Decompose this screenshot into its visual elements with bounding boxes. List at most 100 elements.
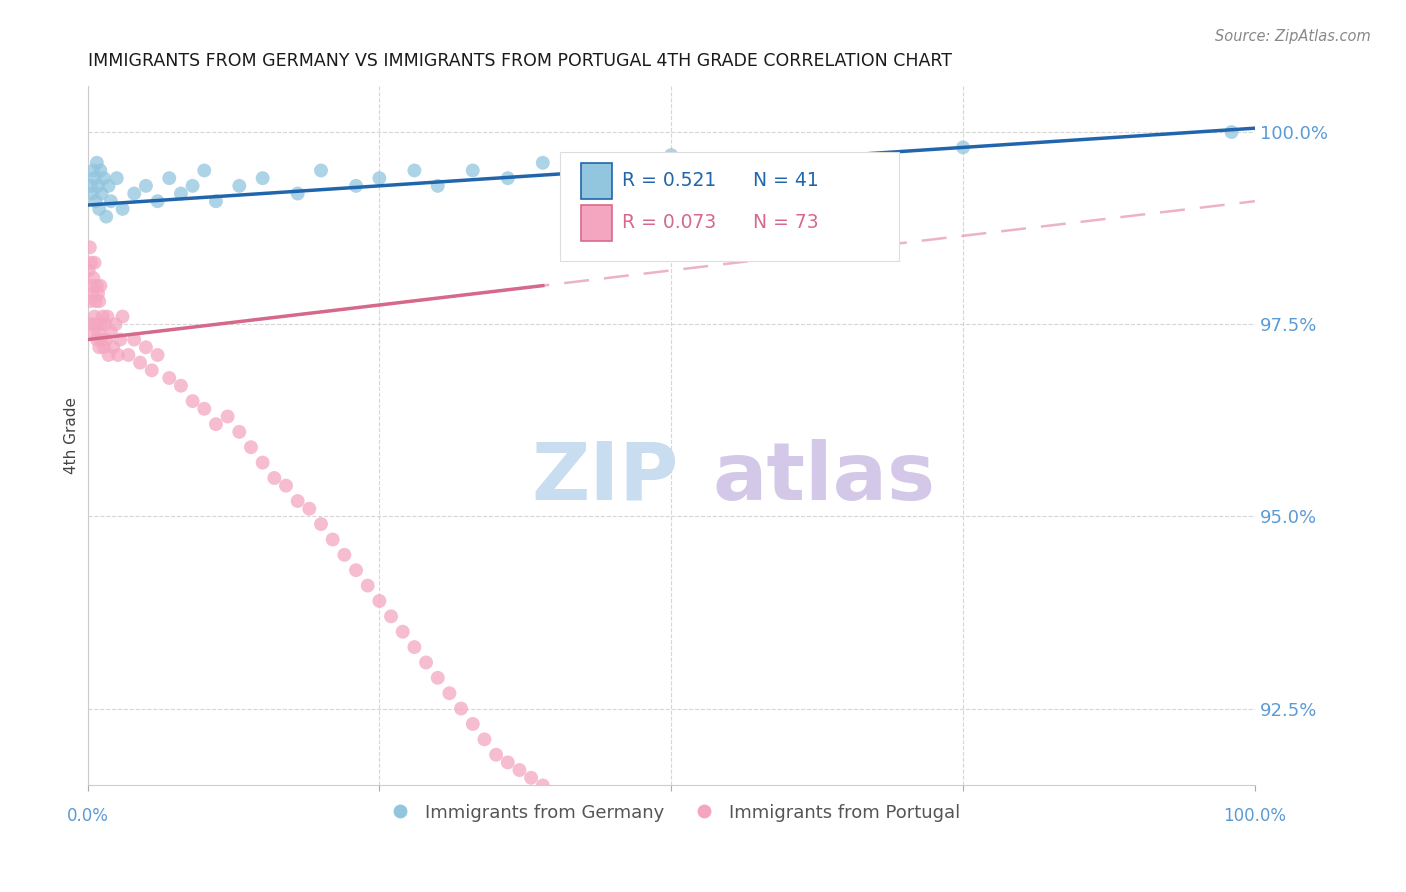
- Point: [474, 732, 496, 747]
- Point: [274, 478, 297, 492]
- Point: [86, 155, 108, 169]
- Point: [426, 178, 449, 193]
- Point: [77, 263, 100, 277]
- Point: [181, 394, 204, 409]
- Point: [461, 717, 484, 731]
- Point: [146, 348, 169, 362]
- Point: [298, 501, 321, 516]
- Point: [122, 333, 145, 347]
- Point: [380, 609, 402, 624]
- Point: [89, 340, 111, 354]
- Point: [333, 548, 356, 562]
- Point: [404, 640, 426, 654]
- Text: atlas: atlas: [711, 439, 935, 516]
- Point: [82, 186, 104, 201]
- Point: [531, 779, 554, 793]
- Point: [96, 333, 118, 347]
- Point: [252, 171, 274, 186]
- Point: [263, 471, 285, 485]
- Point: [96, 210, 118, 224]
- Point: [461, 163, 484, 178]
- Y-axis label: 4th Grade: 4th Grade: [65, 397, 79, 475]
- Point: [110, 333, 132, 347]
- Point: [157, 171, 180, 186]
- Point: [82, 278, 104, 293]
- Point: [659, 148, 682, 162]
- Point: [104, 317, 127, 331]
- Point: [344, 178, 367, 193]
- Legend: Immigrants from Germany, Immigrants from Portugal: Immigrants from Germany, Immigrants from…: [374, 797, 967, 829]
- Point: [496, 171, 519, 186]
- Point: [82, 325, 104, 339]
- Point: [100, 325, 122, 339]
- Point: [94, 317, 117, 331]
- Point: [228, 178, 250, 193]
- Point: [415, 656, 437, 670]
- Text: N = 73: N = 73: [754, 213, 818, 232]
- Point: [391, 624, 413, 639]
- Point: [97, 178, 120, 193]
- Point: [170, 378, 193, 392]
- Point: [111, 310, 134, 324]
- Point: [508, 763, 530, 777]
- Point: [103, 340, 125, 354]
- Point: [368, 594, 391, 608]
- Point: [79, 240, 101, 254]
- Point: [111, 202, 134, 216]
- Point: [87, 325, 110, 339]
- Point: [287, 186, 309, 201]
- Point: [107, 348, 129, 362]
- Point: [368, 171, 391, 186]
- Point: [1220, 125, 1243, 139]
- Text: N = 41: N = 41: [754, 171, 818, 190]
- Point: [170, 186, 193, 201]
- Point: [309, 517, 332, 532]
- Point: [252, 456, 274, 470]
- Point: [83, 171, 105, 186]
- Text: ZIP: ZIP: [531, 439, 678, 516]
- Point: [80, 256, 103, 270]
- Text: Source: ZipAtlas.com: Source: ZipAtlas.com: [1215, 29, 1371, 44]
- Point: [93, 340, 115, 354]
- Point: [89, 278, 111, 293]
- Point: [141, 363, 163, 377]
- Point: [567, 163, 589, 178]
- Point: [82, 163, 104, 178]
- Point: [287, 494, 309, 508]
- Point: [952, 140, 974, 154]
- Point: [89, 317, 111, 331]
- Point: [450, 701, 472, 715]
- Point: [93, 171, 115, 186]
- Point: [100, 194, 122, 209]
- Point: [96, 310, 118, 324]
- Text: R = 0.073: R = 0.073: [623, 213, 717, 232]
- Point: [87, 178, 110, 193]
- Point: [97, 348, 120, 362]
- Point: [228, 425, 250, 439]
- Text: 100.0%: 100.0%: [1223, 807, 1286, 825]
- Point: [135, 340, 157, 354]
- Point: [135, 178, 157, 193]
- FancyBboxPatch shape: [561, 153, 898, 260]
- Point: [83, 310, 105, 324]
- Point: [84, 194, 107, 209]
- Text: 0.0%: 0.0%: [66, 807, 108, 825]
- Point: [239, 440, 262, 454]
- Point: [496, 756, 519, 770]
- Point: [105, 171, 128, 186]
- Point: [322, 533, 344, 547]
- Point: [426, 671, 449, 685]
- Point: [122, 186, 145, 201]
- Point: [217, 409, 239, 424]
- Point: [86, 333, 108, 347]
- Point: [193, 401, 215, 416]
- Point: [84, 317, 107, 331]
- Point: [309, 163, 332, 178]
- Point: [800, 163, 823, 178]
- Point: [117, 348, 139, 362]
- Text: IMMIGRANTS FROM GERMANY VS IMMIGRANTS FROM PORTUGAL 4TH GRADE CORRELATION CHART: IMMIGRANTS FROM GERMANY VS IMMIGRANTS FR…: [87, 53, 952, 70]
- Point: [79, 294, 101, 309]
- Point: [91, 310, 114, 324]
- Point: [181, 178, 204, 193]
- Point: [90, 186, 112, 201]
